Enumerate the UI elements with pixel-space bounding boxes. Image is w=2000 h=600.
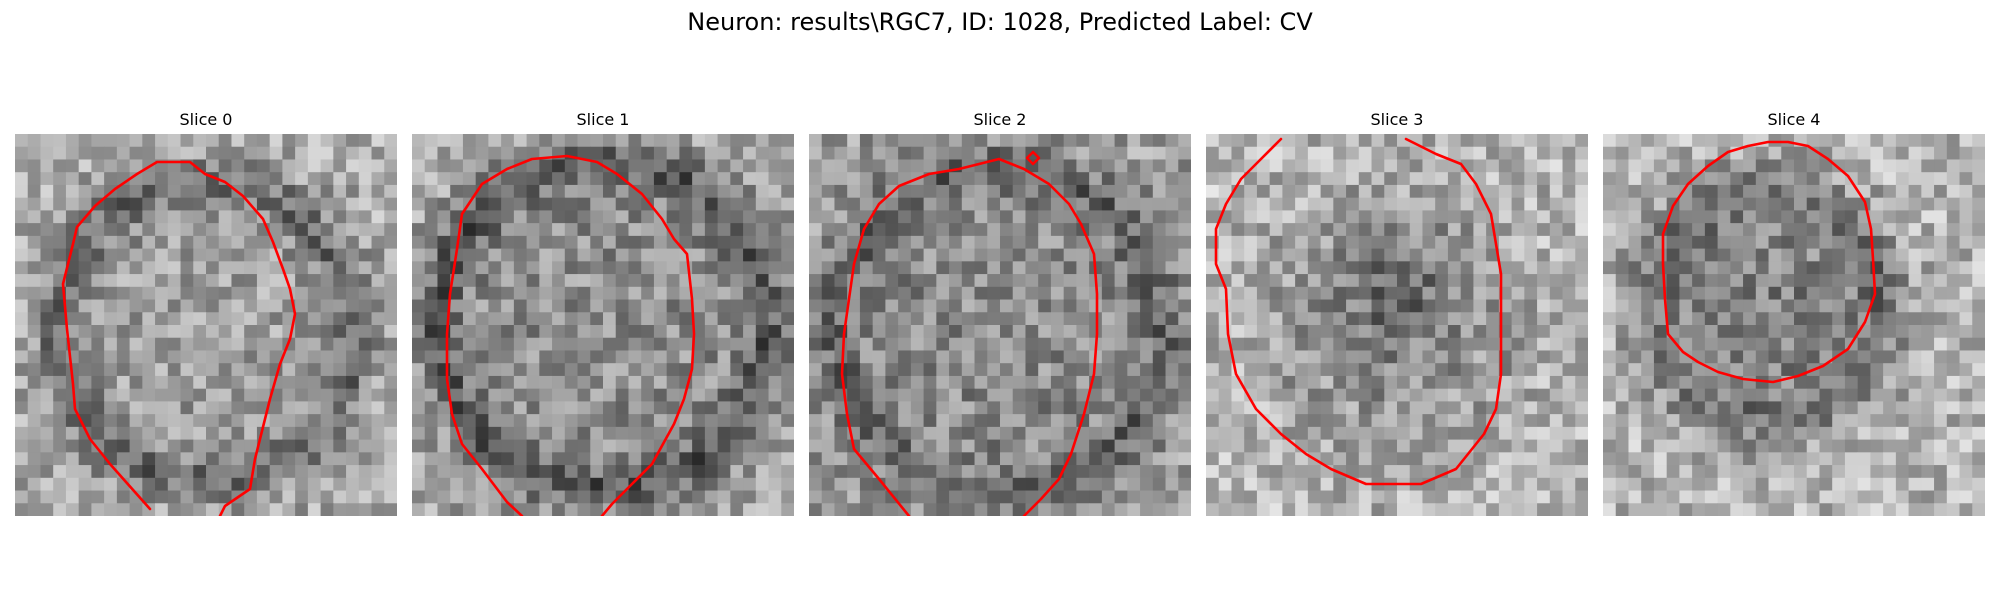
slice-panel-1: Slice 1 xyxy=(412,109,794,516)
segmentation-contour xyxy=(1661,140,1877,384)
slice-image-1 xyxy=(412,134,794,516)
slice-image-3 xyxy=(1206,134,1588,516)
segmentation-contour-fragment xyxy=(1025,150,1041,166)
slice-image-2 xyxy=(809,134,1191,516)
slice-panel-2: Slice 2 xyxy=(809,109,1191,516)
slice-panel-4: Slice 4 xyxy=(1603,109,1985,516)
segmentation-contour xyxy=(1214,137,1503,486)
slice-title-0: Slice 0 xyxy=(179,110,233,129)
segmentation-contour xyxy=(445,154,696,516)
slice-panel-0: Slice 0 xyxy=(15,109,397,516)
segmentation-contour xyxy=(840,157,1099,516)
slice-title-1: Slice 1 xyxy=(576,110,630,129)
slice-title-2: Slice 2 xyxy=(973,110,1027,129)
segmentation-contour xyxy=(61,160,297,516)
slice-title-3: Slice 3 xyxy=(1370,110,1424,129)
slice-panel-3: Slice 3 xyxy=(1206,109,1588,516)
slice-image-4 xyxy=(1603,134,1985,516)
figure-title: Neuron: results\RGC7, ID: 1028, Predicte… xyxy=(687,8,1313,36)
slice-image-0 xyxy=(15,134,397,516)
slice-title-4: Slice 4 xyxy=(1767,110,1821,129)
